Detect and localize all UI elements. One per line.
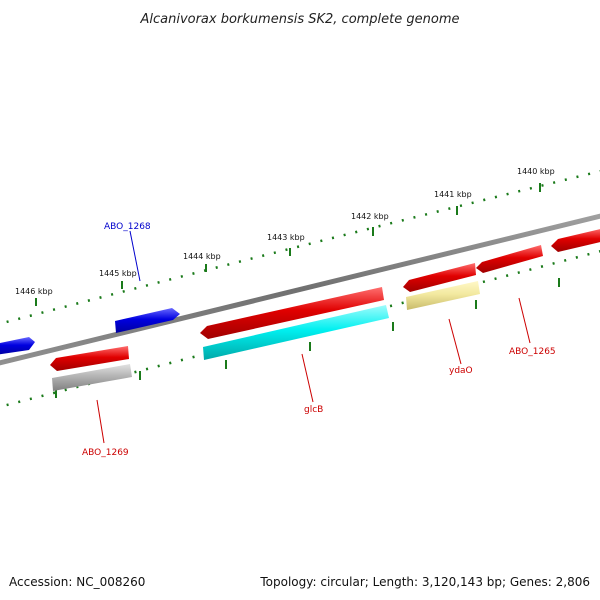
ruler-label-1442: 1442 kbp: [351, 212, 389, 221]
leader-ABO_1268: [129, 230, 141, 282]
ruler-label-1445: 1445 kbp: [99, 269, 137, 278]
gene-reverse-partial[interactable]: [551, 228, 600, 252]
gene-glcB[interactable]: [200, 287, 384, 339]
label-leaders: [96, 230, 531, 444]
leader-glcB: [301, 353, 314, 403]
forward-genes: [0, 308, 180, 355]
reverse-genes: [50, 228, 600, 371]
ruler-label-1441: 1441 kbp: [434, 190, 472, 199]
outer-tick-ring: 1446 kbp 1445 kbp 1444 kbp 1443 kbp 1442…: [0, 167, 600, 325]
ruler-label-1444: 1444 kbp: [183, 252, 221, 261]
ruler-label-1440: 1440 kbp: [517, 167, 555, 176]
leader-ABO_1269: [96, 399, 105, 444]
outer-major-ticks: [35, 183, 541, 306]
leader-ydaO: [448, 318, 462, 365]
inner-dotted-track: [0, 250, 600, 409]
genome-backbone: [0, 213, 600, 366]
gene-ABO_1268[interactable]: [115, 308, 180, 333]
gene-ABO_1265[interactable]: [476, 245, 543, 273]
ruler-labels: 1446 kbp 1445 kbp 1444 kbp 1443 kbp 1442…: [15, 167, 555, 296]
feature-glcB[interactable]: [203, 305, 389, 360]
leader-ABO_1265: [518, 297, 531, 344]
feature-boxes: [52, 281, 480, 391]
map-title: Alcanivorax borkumensis SK2, complete ge…: [139, 12, 459, 27]
gene-labels: ABO_1268 ABO_1269 glcB ydaO ABO_1265: [82, 222, 556, 458]
topology-text: Topology: circular; Length: 3,120,143 bp…: [259, 575, 590, 589]
ruler-label-1446: 1446 kbp: [15, 287, 53, 296]
feature-ABO_1269[interactable]: [52, 364, 132, 391]
gene-label-glcB[interactable]: glcB: [304, 405, 323, 415]
gene-ydaO[interactable]: [403, 263, 476, 292]
gene-label-ydaO[interactable]: ydaO: [449, 366, 473, 376]
inner-tick-ring: [0, 250, 600, 409]
inner-major-ticks: [55, 278, 560, 398]
feature-ydaO[interactable]: [406, 281, 480, 310]
accession-text: Accession: NC_008260: [9, 575, 145, 589]
gene-label-ABO_1268[interactable]: ABO_1268: [104, 222, 151, 232]
gene-forward-partial[interactable]: [0, 337, 35, 355]
outer-dotted-track: [0, 169, 600, 325]
gene-ABO_1269[interactable]: [50, 346, 129, 371]
ruler-label-1443: 1443 kbp: [267, 233, 305, 242]
gene-label-ABO_1265[interactable]: ABO_1265: [509, 347, 556, 357]
gene-label-ABO_1269[interactable]: ABO_1269: [82, 448, 129, 458]
